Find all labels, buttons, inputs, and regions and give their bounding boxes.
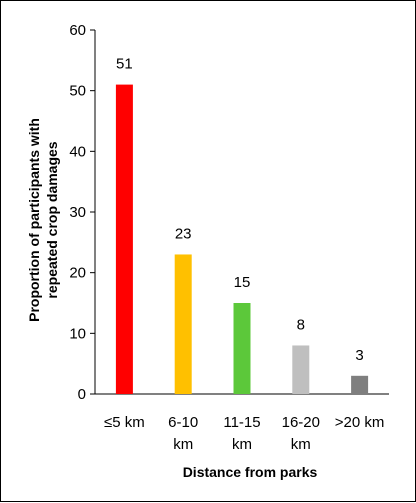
x-axis-title: Distance from parks [183, 464, 318, 480]
y-tick-label: 60 [69, 22, 86, 39]
y-tick-label: 20 [69, 265, 86, 282]
data-label: 3 [355, 347, 363, 364]
x-tick-label-line: km [173, 436, 193, 453]
y-tick-label: 30 [69, 204, 86, 221]
x-tick-label: >20 km [335, 414, 385, 431]
x-tick-label-line: >20 km [335, 414, 385, 431]
data-label: 51 [116, 56, 133, 73]
x-tick-label: ≤5 km [104, 414, 145, 431]
x-tick-label-line: km [291, 436, 311, 453]
bar [174, 254, 192, 394]
x-tick-label-line: ≤5 km [104, 414, 145, 431]
data-label: 8 [297, 316, 305, 333]
data-label: 15 [234, 274, 251, 291]
bar [115, 84, 133, 394]
bar [233, 303, 251, 394]
y-tick-label: 10 [69, 325, 86, 342]
x-tick-label: 6-10 km [168, 414, 198, 453]
y-tick-label: 40 [69, 143, 86, 160]
x-tick-label: 16-20 km [282, 414, 320, 453]
x-tick-label-line: km [232, 436, 252, 453]
data-label: 23 [175, 225, 192, 242]
y-tick-label: 50 [69, 83, 86, 100]
y-axis: 0 10 20 30 40 50 60 [69, 22, 96, 403]
x-tick-label-line: 16-20 [282, 414, 320, 431]
y-axis-title: Proportion of participants with repeated … [26, 118, 60, 322]
bars [115, 84, 369, 394]
y-tick-label: 0 [78, 386, 86, 403]
data-labels: 51 23 15 8 3 [116, 56, 364, 364]
y-axis-title-line: repeated crop damages [44, 141, 60, 298]
x-tick-label: 11-15 km [223, 414, 260, 453]
y-axis-title-line: Proportion of participants with [26, 118, 42, 322]
x-tick-label-line: 6-10 [168, 414, 198, 431]
x-axis: ≤5 km 6-10 km 11-15 km 16-20 km >20 km [95, 393, 389, 453]
bar [351, 375, 369, 394]
bar [292, 345, 310, 394]
x-tick-label-line: 11-15 [223, 414, 260, 431]
